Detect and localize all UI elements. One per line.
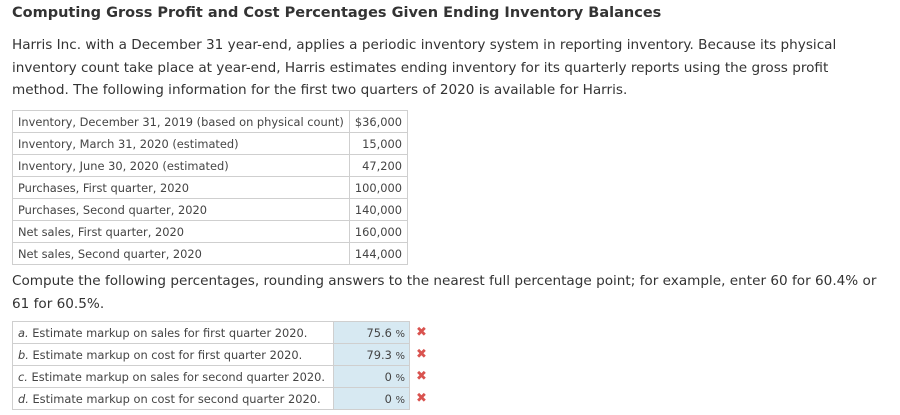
incorrect-icon: ✖: [416, 369, 427, 384]
answer-unit: %: [395, 328, 405, 340]
question-letter: a.: [18, 325, 29, 340]
table-row: Net sales, First quarter, 2020 160,000: [12, 220, 408, 243]
question-text: Estimate markup on cost for second quart…: [28, 391, 321, 406]
row-label: Purchases, First quarter, 2020: [12, 176, 350, 199]
table-row: Net sales, Second quarter, 2020 144,000: [12, 242, 408, 265]
table-row: Purchases, First quarter, 2020 100,000: [12, 176, 408, 199]
instructions-line: 61 for 60.5%.: [12, 295, 105, 312]
instructions-line: Compute the following percentages, round…: [12, 273, 877, 289]
row-label: Inventory, June 30, 2020 (estimated): [12, 154, 350, 177]
answer-value: 0: [384, 391, 392, 406]
row-value: 100,000: [348, 176, 408, 199]
answer-unit: %: [395, 350, 405, 362]
table-row: Inventory, December 31, 2019 (based on p…: [12, 110, 408, 133]
row-label: Purchases, Second quarter, 2020: [12, 198, 350, 221]
row-label: Net sales, First quarter, 2020: [12, 220, 350, 243]
answer-value: 0: [384, 369, 392, 384]
answer-input[interactable]: 75.6 %: [333, 321, 410, 344]
question-row: a. Estimate markup on sales for first qu…: [12, 321, 433, 344]
row-value: 144,000: [348, 242, 408, 265]
answer-input[interactable]: 0 %: [333, 387, 410, 410]
question-row: d. Estimate markup on cost for second qu…: [12, 387, 433, 410]
questions-table: a. Estimate markup on sales for first qu…: [12, 321, 433, 410]
row-value: 47,200: [348, 154, 408, 177]
intro-line: Harris Inc. with a December 31 year-end,…: [12, 37, 837, 53]
answer-input[interactable]: 0 %: [333, 365, 410, 388]
page-title: Computing Gross Profit and Cost Percenta…: [12, 5, 662, 21]
intro-line: inventory count take place at year-end, …: [12, 59, 829, 76]
incorrect-icon: ✖: [416, 347, 427, 362]
question-text: Estimate markup on cost for first quarte…: [28, 347, 303, 362]
row-label: Inventory, March 31, 2020 (estimated): [12, 132, 350, 155]
row-value: 140,000: [348, 198, 408, 221]
row-label: Inventory, December 31, 2019 (based on p…: [12, 110, 350, 133]
question-row: c. Estimate markup on sales for second q…: [12, 365, 433, 388]
intro-line: method. The following information for th…: [12, 82, 628, 98]
table-row: Purchases, Second quarter, 2020 140,000: [12, 198, 408, 221]
question-text: Estimate markup on sales for first quart…: [28, 325, 308, 340]
row-label: Net sales, Second quarter, 2020: [12, 242, 350, 265]
intro-paragraph: Harris Inc. with a December 31 year-end,…: [12, 34, 836, 102]
row-value: $36,000: [348, 110, 408, 133]
table-row: Inventory, June 30, 2020 (estimated) 47,2…: [12, 154, 408, 177]
row-value: 15,000: [348, 132, 408, 155]
table-row: Inventory, March 31, 2020 (estimated) 15,…: [12, 132, 408, 155]
question-letter: b.: [18, 347, 29, 362]
incorrect-icon: ✖: [416, 391, 427, 406]
answer-input[interactable]: 79.3 %: [333, 343, 410, 366]
answer-unit: %: [395, 372, 405, 384]
question-letter: d.: [18, 391, 29, 406]
question-letter: c.: [18, 369, 28, 384]
answer-value: 75.6: [366, 325, 392, 340]
question-text: Estimate markup on sales for second quar…: [27, 369, 326, 384]
answer-unit: %: [395, 394, 405, 406]
incorrect-icon: ✖: [416, 325, 427, 340]
question-row: b. Estimate markup on cost for first qua…: [12, 343, 433, 366]
row-value: 160,000: [348, 220, 408, 243]
answer-value: 79.3: [366, 347, 392, 362]
instructions: Compute the following percentages, round…: [12, 270, 876, 315]
info-table: Inventory, December 31, 2019 (based on p…: [12, 110, 408, 265]
